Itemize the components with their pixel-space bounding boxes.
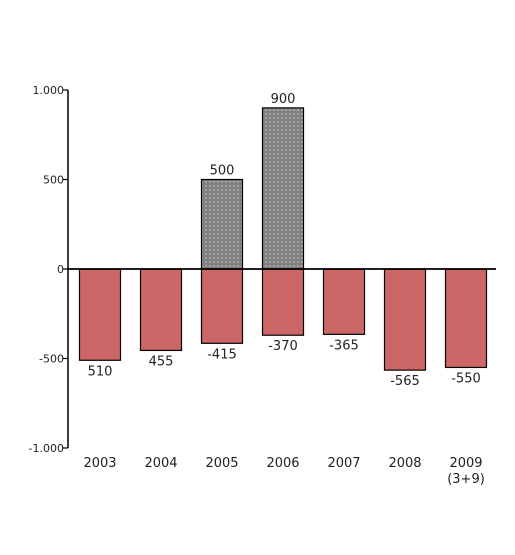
y-tick-label-1: 500 (43, 174, 64, 187)
data-label-1-6: -550 (451, 371, 481, 386)
data-label-1-0: 510 (88, 364, 113, 379)
y-tick-label-2: 0 (57, 263, 64, 276)
bars-layer (78, 107, 488, 371)
category-label-6: 2009 (3+9) (447, 456, 485, 487)
data-label-1-3: -370 (268, 339, 298, 354)
data-label-1-5: -565 (390, 374, 420, 389)
category-label-0: 2003 (83, 456, 116, 471)
data-label-1-4: -365 (329, 338, 359, 353)
category-label-4: 2007 (327, 456, 360, 471)
data-label-0-3: 900 (271, 92, 296, 107)
negative-bar-2 (200, 268, 244, 344)
category-label-2: 2005 (205, 456, 238, 471)
category-label-3: 2006 (266, 456, 299, 471)
negative-bar-3 (261, 268, 305, 336)
negative-bar-0 (78, 268, 122, 361)
category-label-1: 2004 (144, 456, 177, 471)
category-label-5: 2008 (388, 456, 421, 471)
negative-bar-6 (444, 268, 488, 369)
negative-bar-1 (139, 268, 183, 352)
y-tick-label-3: -500 (39, 353, 64, 366)
data-label-1-1: 455 (149, 354, 174, 369)
y-tick-label-4: -1.000 (29, 442, 64, 455)
negative-bar-5 (383, 268, 427, 371)
positive-bar-2 (200, 178, 244, 270)
positive-bar-3 (261, 107, 305, 270)
negative-bar-4 (322, 268, 366, 335)
axes-layer (63, 89, 496, 449)
labels-layer: 510 2003 455 2004 500 -415 2005 900 -370 2006 -365… (29, 84, 485, 487)
y-tick-label-0: 1.000 (33, 84, 65, 97)
data-label-0-2: 500 (210, 164, 235, 179)
data-label-1-2: -415 (207, 347, 237, 362)
